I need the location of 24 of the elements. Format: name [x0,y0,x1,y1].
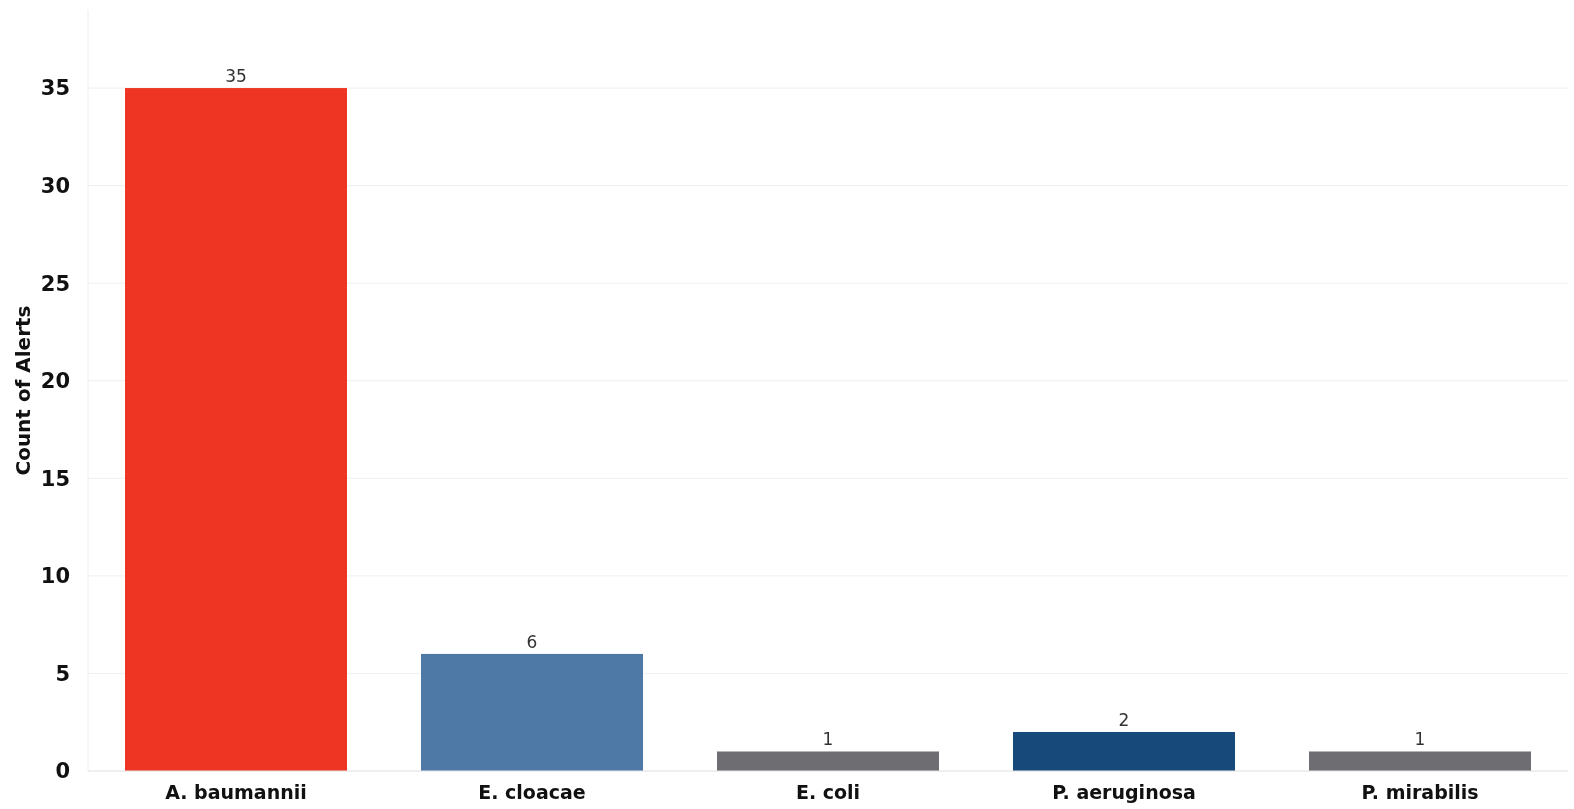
bar [1013,731,1235,771]
y-tick-label: 20 [40,369,70,394]
data-label: 35 [225,66,247,87]
data-label: 1 [822,729,834,750]
bar [1309,751,1531,771]
x-tick-label: P. mirabilis [1361,781,1479,803]
y-tick-label: 35 [40,76,70,101]
y-tick-label: 15 [40,466,70,491]
y-tick-label: 25 [40,271,70,296]
bar [125,88,347,771]
y-tick-label: 30 [40,173,70,198]
y-tick-label: 10 [40,564,70,589]
x-tick-label: A. baumannii [165,781,307,803]
y-axis-title: Count of Alerts [11,305,35,476]
data-label: 2 [1118,709,1130,730]
data-label: 6 [526,631,538,652]
bar [421,653,643,771]
y-tick-label: 0 [55,759,70,784]
x-tick-label: P. aeruginosa [1052,781,1196,803]
y-tick-label: 5 [55,661,70,686]
data-label: 1 [1414,729,1426,750]
bar [717,751,939,771]
x-tick-label: E. coli [795,781,861,803]
x-tick-label: E. cloacae [478,781,586,803]
